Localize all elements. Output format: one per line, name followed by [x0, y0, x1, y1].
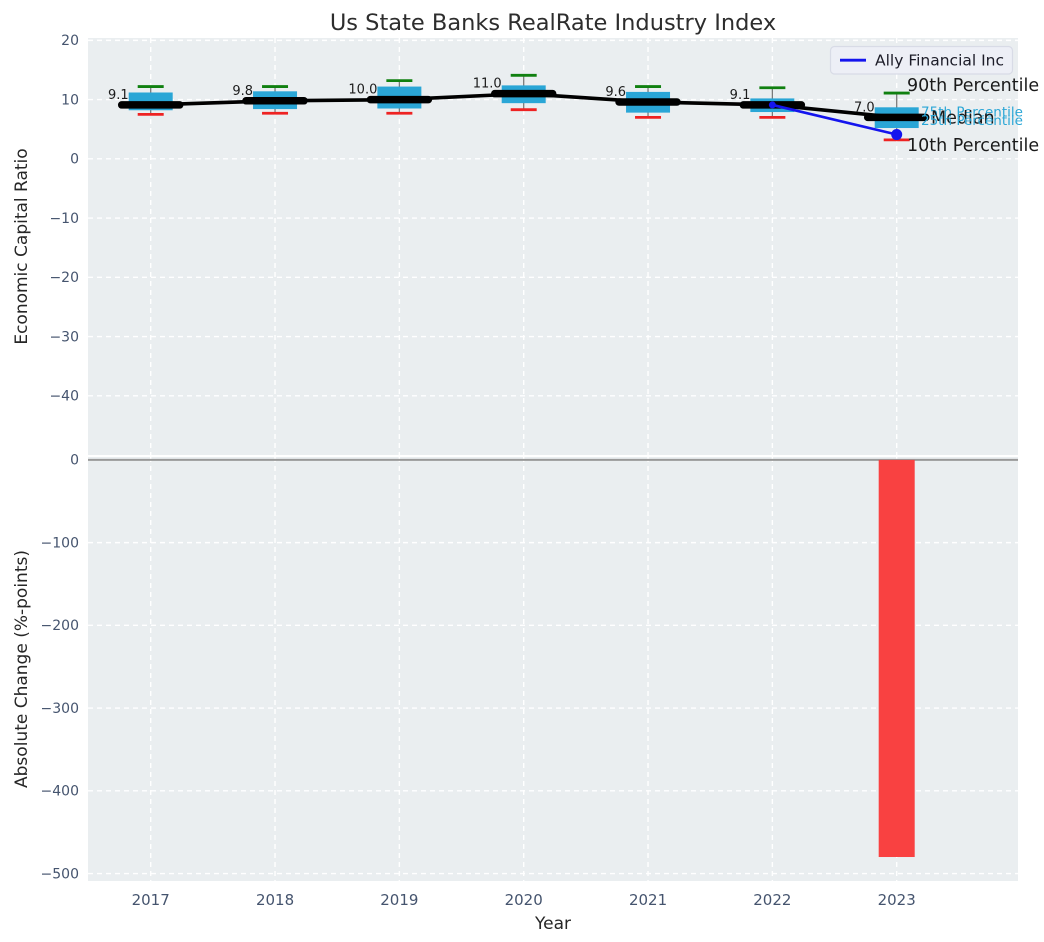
top-panel-background — [88, 38, 1018, 455]
y-axis-label-top: Economic Capital Ratio — [12, 148, 32, 344]
ytick-bottom--300: −300 — [41, 701, 79, 717]
xtick-2018: 2018 — [256, 891, 294, 909]
ytick-top--10: −10 — [49, 211, 79, 227]
ytick-bottom--500: −500 — [41, 866, 79, 882]
ytick-top--20: −20 — [49, 270, 79, 286]
xtick-2021: 2021 — [629, 891, 667, 909]
annotation-p90: 90th Percentile — [907, 76, 1039, 96]
median-value-label-2023: 7.0 — [854, 100, 875, 115]
ytick-top-0: 0 — [70, 152, 79, 168]
annotation-p10: 10th Percentile — [907, 136, 1039, 156]
median-value-label-2022: 9.1 — [730, 88, 751, 103]
ytick-bottom-0: 0 — [70, 453, 79, 469]
ytick-top--40: −40 — [49, 389, 79, 405]
ytick-top--30: −30 — [49, 329, 79, 345]
median-value-label-2019: 10.0 — [348, 83, 377, 98]
median-value-label-2021: 9.6 — [605, 85, 626, 100]
y-axis-label-bottom: Absolute Change (%-points) — [12, 550, 32, 788]
chart-title: Us State Banks RealRate Industry Index — [330, 10, 776, 36]
median-value-label-2018: 9.8 — [232, 84, 253, 99]
ytick-bottom--400: −400 — [41, 784, 79, 800]
median-value-label-2017: 9.1 — [108, 88, 129, 103]
xtick-2022: 2022 — [753, 891, 791, 909]
xtick-2020: 2020 — [505, 891, 543, 909]
ytick-bottom--200: −200 — [41, 618, 79, 634]
ytick-bottom--100: −100 — [41, 535, 79, 551]
xtick-2019: 2019 — [380, 891, 418, 909]
legend-label: Ally Financial Inc — [875, 52, 1004, 70]
median-value-label-2020: 11.0 — [473, 77, 502, 92]
ally-marker-2022 — [768, 101, 776, 109]
xtick-2017: 2017 — [132, 891, 170, 909]
ytick-top-20: 20 — [61, 33, 79, 49]
legend: Ally Financial Inc — [829, 45, 1014, 75]
annotation-p75: 75th Percentile — [921, 104, 1023, 120]
legend-box — [829, 45, 1014, 75]
ally-line — [772, 103, 897, 136]
annotation-p25: 25th Percentile — [921, 113, 1023, 129]
x-axis-label: Year — [534, 914, 571, 934]
change-bar-2023 — [878, 459, 915, 858]
ally-marker-2023 — [891, 129, 903, 141]
annotation-median: Median — [931, 108, 995, 128]
bottom-panel-background — [88, 457, 1018, 881]
ytick-top-10: 10 — [61, 92, 79, 108]
xtick-2023: 2023 — [878, 891, 916, 909]
